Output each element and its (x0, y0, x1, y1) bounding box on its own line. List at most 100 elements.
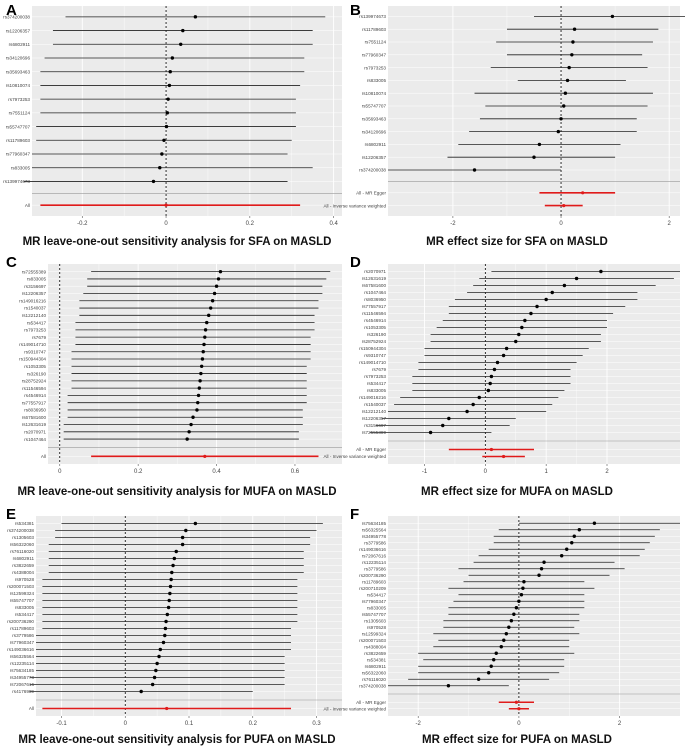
row-label-b: rs34120696 (362, 129, 387, 134)
row-label-f: rs3779586 (364, 540, 386, 545)
point-estimate-d (477, 395, 481, 400)
point-estimate-d (529, 311, 533, 316)
point-estimate-f (537, 573, 541, 577)
row-label-f: rs3822659 (364, 651, 386, 656)
plot-background-c (48, 264, 342, 464)
row-label-e: rs6802911 (13, 556, 35, 561)
row-label-f: rs55747707 (362, 612, 387, 617)
row-label-b: rs35693463 (362, 117, 387, 122)
row-label-f: rs1305603 (364, 618, 386, 623)
row-label-d: rs149014710 (359, 360, 386, 365)
row-label-c: rs534417 (27, 320, 47, 325)
row-label-a: rs833005 (11, 165, 31, 170)
row-label-f: rs3779586 (364, 566, 386, 571)
point-estimate-f (522, 580, 526, 584)
row-label-c: rs72555389 (22, 269, 47, 274)
row-label-a: rs139974673 (3, 179, 30, 184)
point-estimate-f (572, 534, 576, 538)
row-label-d: rs12212140 (362, 409, 387, 414)
plot-background-b (388, 6, 680, 216)
summary-label-f: All - Inverse variance weighted (323, 706, 386, 711)
point-estimate-f (517, 599, 521, 603)
row-label-f: rs34955778 (362, 534, 387, 539)
point-estimate-a (160, 152, 164, 156)
row-label-d: rs7973253 (364, 374, 386, 379)
row-label-b: rs77960347 (362, 53, 387, 58)
point-estimate-c (210, 299, 215, 303)
row-label-e: rs4388004 (12, 570, 34, 575)
row-label-e: rs3822659 (12, 563, 34, 568)
row-label-e: rs970528 (15, 577, 35, 582)
row-label-e: rs72067616 (10, 682, 35, 687)
row-label-d: rs77557917 (362, 304, 387, 309)
point-estimate-c (195, 408, 199, 412)
summary-estimate-a (164, 203, 168, 207)
row-label-e: rs56325564 (10, 654, 35, 659)
point-estimate-c (214, 284, 219, 288)
point-estimate-f (486, 671, 491, 675)
row-label-c: rs149016216 (19, 298, 46, 303)
row-label-b: rs833005 (367, 78, 387, 83)
summary-estimate-d (489, 447, 494, 452)
row-label-f: rs6802911 (365, 664, 387, 669)
row-label-c: rs9310747 (24, 349, 46, 354)
row-label-b: rs10810074 (362, 91, 387, 96)
x-tick-label-b: 2 (668, 221, 672, 227)
row-label-a: rs6802911 (9, 42, 31, 47)
row-label-f: rs76116020 (362, 677, 386, 682)
row-label-b: rs139974673 (359, 14, 386, 19)
point-estimate-b (562, 104, 566, 108)
point-estimate-f (509, 619, 514, 623)
x-tick-label-c: 0 (58, 469, 62, 475)
row-label-c: rs28752924 (22, 379, 47, 384)
point-estimate-f (502, 638, 506, 642)
summary-label-f: All - MR Egger (356, 700, 386, 705)
row-label-b: rs6802911 (365, 142, 387, 147)
point-estimate-f (542, 560, 546, 564)
row-label-c: rs150944304 (19, 357, 46, 362)
row-label-c: rs67581600 (22, 415, 47, 420)
row-label-a: rs10810074 (6, 83, 31, 88)
point-estimate-b (559, 117, 563, 121)
point-estimate-e (164, 619, 168, 624)
row-label-c: rs77557917 (22, 400, 47, 405)
row-label-c: rs2070971 (24, 430, 46, 435)
point-estimate-f (570, 541, 574, 545)
row-label-d: rs7679 (372, 367, 386, 372)
row-label-e: rs4176989 (12, 689, 34, 694)
row-label-d: rs1047464 (364, 290, 386, 295)
row-label-f: rs75634185 (362, 521, 387, 526)
row-label-b: rs55747707 (362, 104, 387, 109)
row-label-d: rs149016216 (359, 395, 386, 400)
row-label-e: rs149036616 (7, 647, 34, 652)
x-tick-label-e: 0.3 (312, 721, 321, 727)
row-label-c: rs1047464 (24, 437, 46, 442)
panel-caption-c: MR leave-one-out sensitivity analysis fo… (17, 486, 337, 498)
row-label-f: rs11789603 (362, 579, 386, 584)
row-label-d: rs534417 (367, 381, 387, 386)
row-label-d: rs150944304 (359, 346, 386, 351)
panel-letter-a: A (6, 2, 17, 19)
row-label-a: rs7973253 (8, 97, 30, 102)
row-label-e: rs56322060 (10, 542, 35, 547)
row-label-d: rs833005 (367, 388, 387, 393)
panel-letter-f: F (350, 506, 360, 523)
point-estimate-f (489, 664, 493, 668)
row-label-c: rs149014710 (19, 342, 46, 347)
point-estimate-b (570, 53, 574, 57)
x-tick-label-a: 0.2 (246, 221, 255, 227)
summary-label-d: All - MR Egger (356, 447, 386, 452)
x-tick-label-f: 2 (618, 721, 622, 727)
panel-caption-d: MR effect size for MUFA on MASLD (421, 486, 613, 498)
summary-label-b: All - MR Egger (356, 191, 386, 196)
point-estimate-d (599, 269, 603, 274)
point-estimate-e (163, 626, 168, 631)
point-estimate-c (201, 350, 205, 354)
row-label-d: rs11546594 (362, 311, 386, 316)
row-label-d: rs12206357 (362, 416, 387, 421)
point-estimate-c (191, 415, 195, 419)
row-label-d: rs326190 (367, 332, 387, 337)
point-estimate-c (207, 313, 211, 318)
point-estimate-f (559, 554, 564, 558)
